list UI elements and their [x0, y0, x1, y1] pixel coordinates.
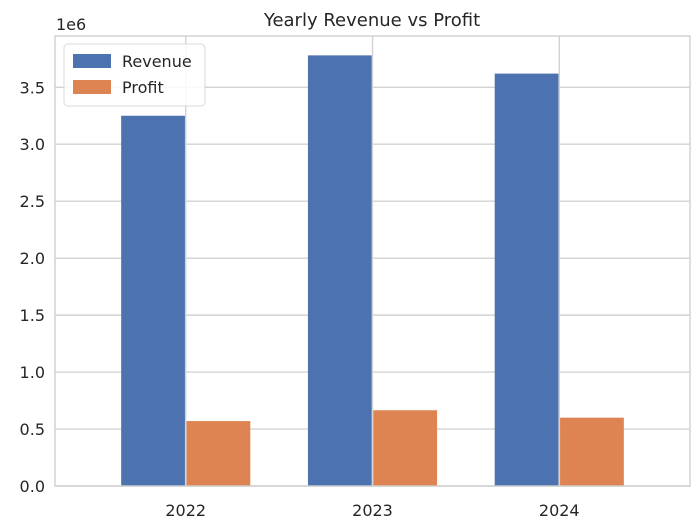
chart-title: Yearly Revenue vs Profit	[263, 10, 480, 31]
x-tick-label: 2022	[165, 501, 206, 520]
y-tick-label: 1.0	[20, 363, 45, 382]
bar-profit-2023	[373, 410, 438, 486]
y-offset-label: 1e6	[56, 15, 86, 34]
bar-profit-2024	[560, 417, 624, 486]
x-tick-labels: 2022 2023 2024	[165, 501, 579, 520]
y-tick-label: 2.0	[20, 249, 45, 268]
bars	[121, 55, 624, 487]
legend-label-revenue: Revenue	[122, 52, 192, 71]
y-tick-label: 2.5	[20, 192, 45, 211]
y-tick-label: 3.0	[20, 135, 45, 154]
bar-profit-2022	[186, 421, 251, 486]
y-tick-label: 1.5	[20, 306, 45, 325]
bar-revenue-2022	[121, 115, 185, 487]
legend-swatch-profit	[73, 80, 111, 94]
bar-revenue-2024	[494, 73, 559, 486]
x-tick-label: 2023	[352, 501, 393, 520]
y-tick-labels: 0.0 0.5 1.0 1.5 2.0 2.5 3.0 3.5	[20, 78, 45, 496]
plot-frame	[54, 35, 691, 487]
legend-swatch-revenue	[73, 54, 111, 68]
y-tick-label: 3.5	[20, 78, 45, 97]
bar-revenue-2023	[307, 55, 372, 486]
legend-label-profit: Profit	[122, 78, 164, 97]
y-tick-label: 0.0	[20, 477, 45, 496]
legend: Revenue Profit	[63, 43, 206, 107]
y-tick-label: 0.5	[20, 420, 45, 439]
x-tick-label: 2024	[539, 501, 580, 520]
